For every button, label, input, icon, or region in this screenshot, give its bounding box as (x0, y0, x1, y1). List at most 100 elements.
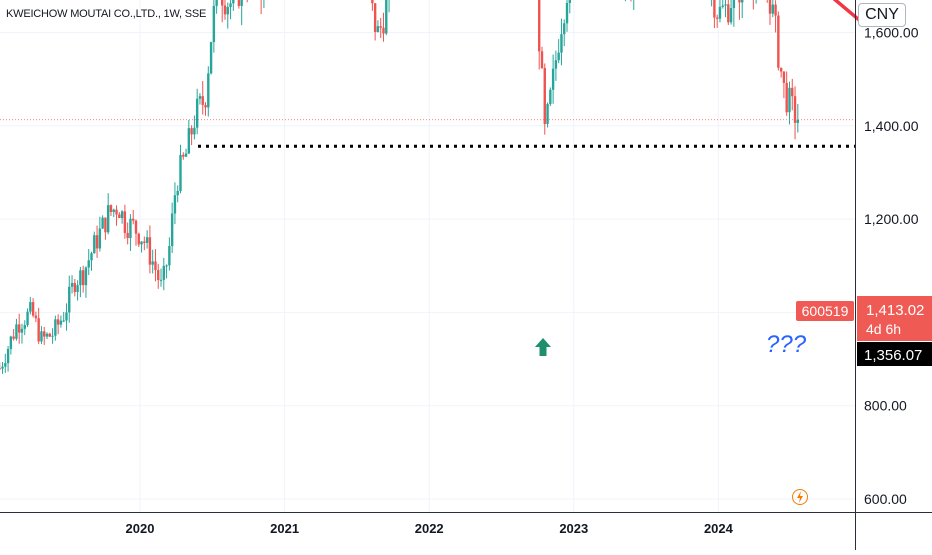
y-tick-label: 800.00 (864, 398, 907, 414)
candle-body (376, 26, 380, 32)
candle-body (777, 15, 780, 68)
candle-body (771, 4, 774, 14)
candle-body (145, 237, 149, 243)
candle-body (12, 336, 15, 339)
candle-body (563, 23, 566, 35)
lightning-icon-ring (792, 489, 808, 505)
candle-body (29, 302, 32, 312)
candle-body (568, 0, 571, 3)
candle-body (176, 190, 179, 196)
candle-body (187, 128, 191, 154)
candle-body (134, 220, 138, 234)
x-tick-label: 2023 (559, 521, 588, 536)
candle-body (0, 368, 1, 370)
candle-body (184, 153, 188, 157)
candle-body (220, 0, 224, 6)
candle-body (120, 211, 124, 219)
candle-body (68, 286, 71, 313)
candle-body (118, 214, 121, 219)
candle-body (226, 7, 229, 15)
candle-body (90, 253, 93, 261)
candle-body (6, 348, 10, 364)
candle-body (793, 96, 797, 123)
candle-body (112, 209, 115, 213)
candle-body (157, 270, 160, 281)
candle-body (796, 119, 800, 123)
candle-body (54, 319, 57, 336)
candle-body (23, 325, 26, 329)
candle-body (738, 0, 741, 3)
candle-body (70, 283, 74, 287)
candle-body (159, 279, 163, 281)
lightning-icon-bolt (797, 491, 803, 503)
candle-body (9, 336, 13, 349)
candle-body (785, 82, 788, 113)
y-tick-label: 1,200.00 (864, 211, 919, 227)
candle-body (540, 51, 544, 68)
y-tick-label: 1,600.00 (864, 25, 919, 41)
candle-body (162, 265, 166, 280)
candle-body (115, 209, 118, 215)
candle-body (43, 331, 46, 337)
y-tick-label: 600.00 (864, 491, 907, 507)
candle-body (240, 0, 243, 6)
candle-body (715, 17, 719, 19)
candle-body (51, 335, 54, 337)
candle-body (774, 4, 777, 16)
candle-body (154, 261, 157, 271)
ticker-label-bg (796, 301, 854, 321)
candle-body (209, 42, 213, 74)
candle-body (48, 333, 51, 337)
candle-body (26, 311, 29, 326)
candle-body (148, 237, 152, 265)
candle-body (229, 3, 232, 8)
candle-body (193, 127, 196, 135)
candle-body (18, 324, 21, 333)
ticker-label: 600519 (796, 301, 854, 321)
candle-body (79, 270, 82, 286)
candle-body (56, 319, 60, 325)
question-annotation: ??? (766, 331, 807, 358)
candle-body (104, 217, 107, 233)
candle-body (140, 241, 143, 245)
candle-body (179, 154, 182, 191)
candle-body (182, 154, 185, 157)
candle-body (95, 235, 99, 249)
candle-body (371, 0, 374, 4)
candle-body (132, 218, 135, 221)
candle-body (546, 104, 549, 124)
candle-body (106, 205, 110, 233)
candle-body (727, 4, 730, 23)
candles (0, 0, 800, 374)
currency-selector[interactable]: CNY (858, 3, 906, 27)
symbol-title[interactable]: KWEICHOW MOUTAI CO.,LTD., 1W, SSE (6, 8, 207, 20)
candle-body (554, 60, 558, 69)
candle-body (718, 6, 722, 19)
y-tick-label: 1,400.00 (864, 118, 919, 134)
candle-body (732, 0, 736, 9)
drawings: ??? 600519 (0, 0, 865, 505)
candle-body (204, 104, 207, 108)
candle-body (59, 320, 63, 325)
candle-body (729, 8, 733, 23)
candle-body (15, 324, 18, 339)
candle-body (109, 205, 113, 213)
up-arrow-icon (535, 338, 551, 356)
candle-body (31, 302, 35, 316)
candle-body (721, 5, 724, 7)
candle-body (40, 331, 43, 342)
candle-body (207, 73, 210, 108)
lightning-icon (792, 489, 808, 505)
candle-body (4, 363, 7, 367)
candle-body (143, 241, 146, 243)
candle-body (76, 285, 79, 292)
ticker-label-text: 600519 (802, 303, 849, 319)
candle-body (126, 232, 129, 239)
candle-body (788, 87, 791, 113)
candle-body (84, 267, 88, 286)
candle-body (168, 245, 171, 266)
candle-body (382, 27, 385, 34)
